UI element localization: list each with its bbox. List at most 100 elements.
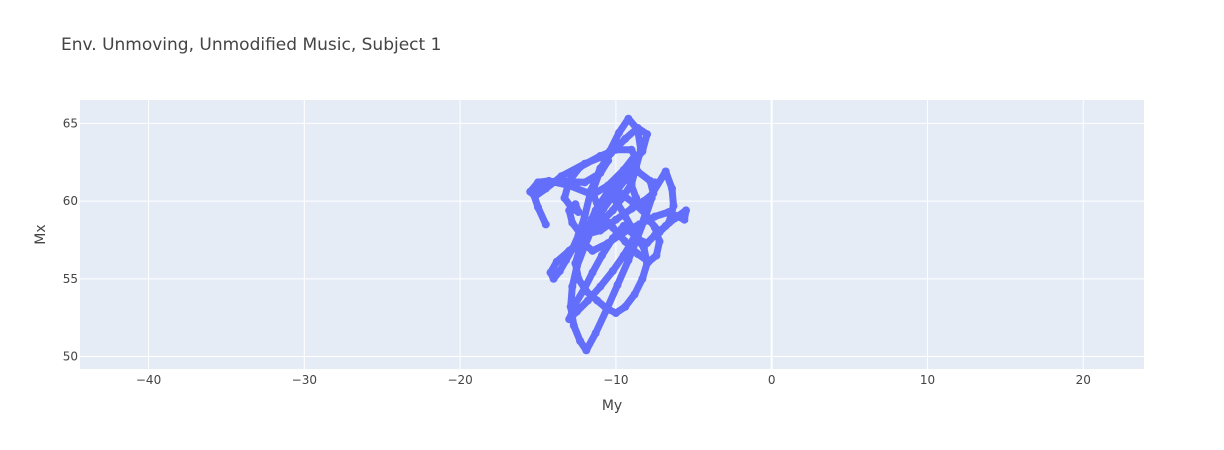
data-point xyxy=(615,173,623,182)
data-point xyxy=(647,194,656,202)
data-point xyxy=(568,282,577,291)
y-tick-label: 50 xyxy=(63,350,78,364)
data-point xyxy=(583,296,592,305)
data-point xyxy=(582,346,591,355)
x-tick-label: −10 xyxy=(603,373,628,387)
data-point xyxy=(619,228,628,237)
data-point xyxy=(638,206,647,215)
chart-title: Env. Unmoving, Unmodified Music, Subject… xyxy=(61,35,441,55)
data-point xyxy=(588,187,597,196)
data-point xyxy=(639,243,648,252)
data-point xyxy=(682,206,690,215)
data-point xyxy=(546,268,555,277)
data-point xyxy=(622,173,631,182)
data-point xyxy=(615,128,623,137)
data-point xyxy=(574,274,583,283)
data-point xyxy=(534,178,542,187)
data-point xyxy=(552,257,561,266)
data-point xyxy=(580,242,589,251)
data-point xyxy=(633,249,642,258)
data-point xyxy=(574,208,583,216)
y-tick-labels: 50 55 60 65 xyxy=(63,116,78,363)
data-point xyxy=(668,184,676,193)
data-point xyxy=(588,246,597,255)
data-point xyxy=(636,223,645,232)
data-point xyxy=(611,215,620,224)
y-tick-label: 55 xyxy=(63,272,78,286)
data-point xyxy=(560,194,569,202)
data-point xyxy=(624,114,633,123)
data-point xyxy=(641,212,650,221)
data-point xyxy=(596,166,605,174)
data-point xyxy=(576,162,585,171)
data-point xyxy=(643,130,652,139)
data-point xyxy=(568,218,577,227)
data-point xyxy=(602,305,611,314)
data-point xyxy=(588,268,597,277)
data-point xyxy=(572,307,581,316)
data-point xyxy=(643,259,652,268)
data-point xyxy=(627,204,636,213)
x-tick-label: −20 xyxy=(447,373,472,387)
data-point xyxy=(534,203,542,212)
data-point xyxy=(633,125,642,134)
data-point xyxy=(576,337,585,345)
data-point xyxy=(572,262,581,271)
data-series xyxy=(526,114,690,355)
data-point xyxy=(591,329,600,338)
data-point xyxy=(604,197,613,206)
data-point xyxy=(565,246,574,255)
data-point xyxy=(664,208,673,216)
x-tick-label: 10 xyxy=(920,373,935,387)
data-point xyxy=(596,282,605,291)
data-point xyxy=(580,212,589,221)
data-point xyxy=(627,223,636,232)
data-point xyxy=(593,211,602,220)
x-tick-label: 20 xyxy=(1076,373,1091,387)
data-point xyxy=(632,194,641,202)
y-tick-label: 65 xyxy=(63,116,78,130)
data-point xyxy=(562,256,570,265)
data-point xyxy=(599,204,608,213)
data-point xyxy=(621,237,630,246)
data-point xyxy=(661,167,670,176)
data-point xyxy=(549,274,558,283)
grid-lines xyxy=(80,100,1144,369)
data-point xyxy=(580,178,589,187)
data-point xyxy=(597,251,606,260)
data-point xyxy=(655,237,664,246)
data-point xyxy=(565,176,574,185)
data-point xyxy=(633,232,642,241)
y-axis-label: Mx xyxy=(33,224,49,244)
data-point xyxy=(611,197,620,206)
data-point xyxy=(632,162,641,171)
data-point xyxy=(580,284,589,293)
data-point xyxy=(608,267,617,275)
data-point xyxy=(638,274,647,283)
data-point xyxy=(650,178,659,187)
data-point xyxy=(664,218,673,227)
data-point xyxy=(605,147,614,156)
data-point xyxy=(526,187,535,196)
data-point xyxy=(608,206,617,215)
x-tick-label: −30 xyxy=(292,373,317,387)
data-point xyxy=(599,215,608,224)
data-point xyxy=(627,145,636,154)
data-point xyxy=(566,302,575,311)
x-tick-labels: −40 −30 −20 −10 0 10 20 xyxy=(136,373,1091,387)
data-point xyxy=(680,215,689,224)
data-point xyxy=(624,256,633,265)
data-point xyxy=(619,166,628,174)
x-tick-label: −40 xyxy=(136,373,161,387)
data-point xyxy=(611,187,620,196)
data-point xyxy=(596,152,605,160)
data-point xyxy=(593,296,602,305)
data-point xyxy=(627,181,636,190)
x-tick-label: 0 xyxy=(768,373,776,387)
data-point xyxy=(555,267,564,275)
data-point xyxy=(621,302,630,311)
data-point xyxy=(652,251,661,260)
data-point xyxy=(619,209,628,218)
data-point xyxy=(588,223,597,232)
